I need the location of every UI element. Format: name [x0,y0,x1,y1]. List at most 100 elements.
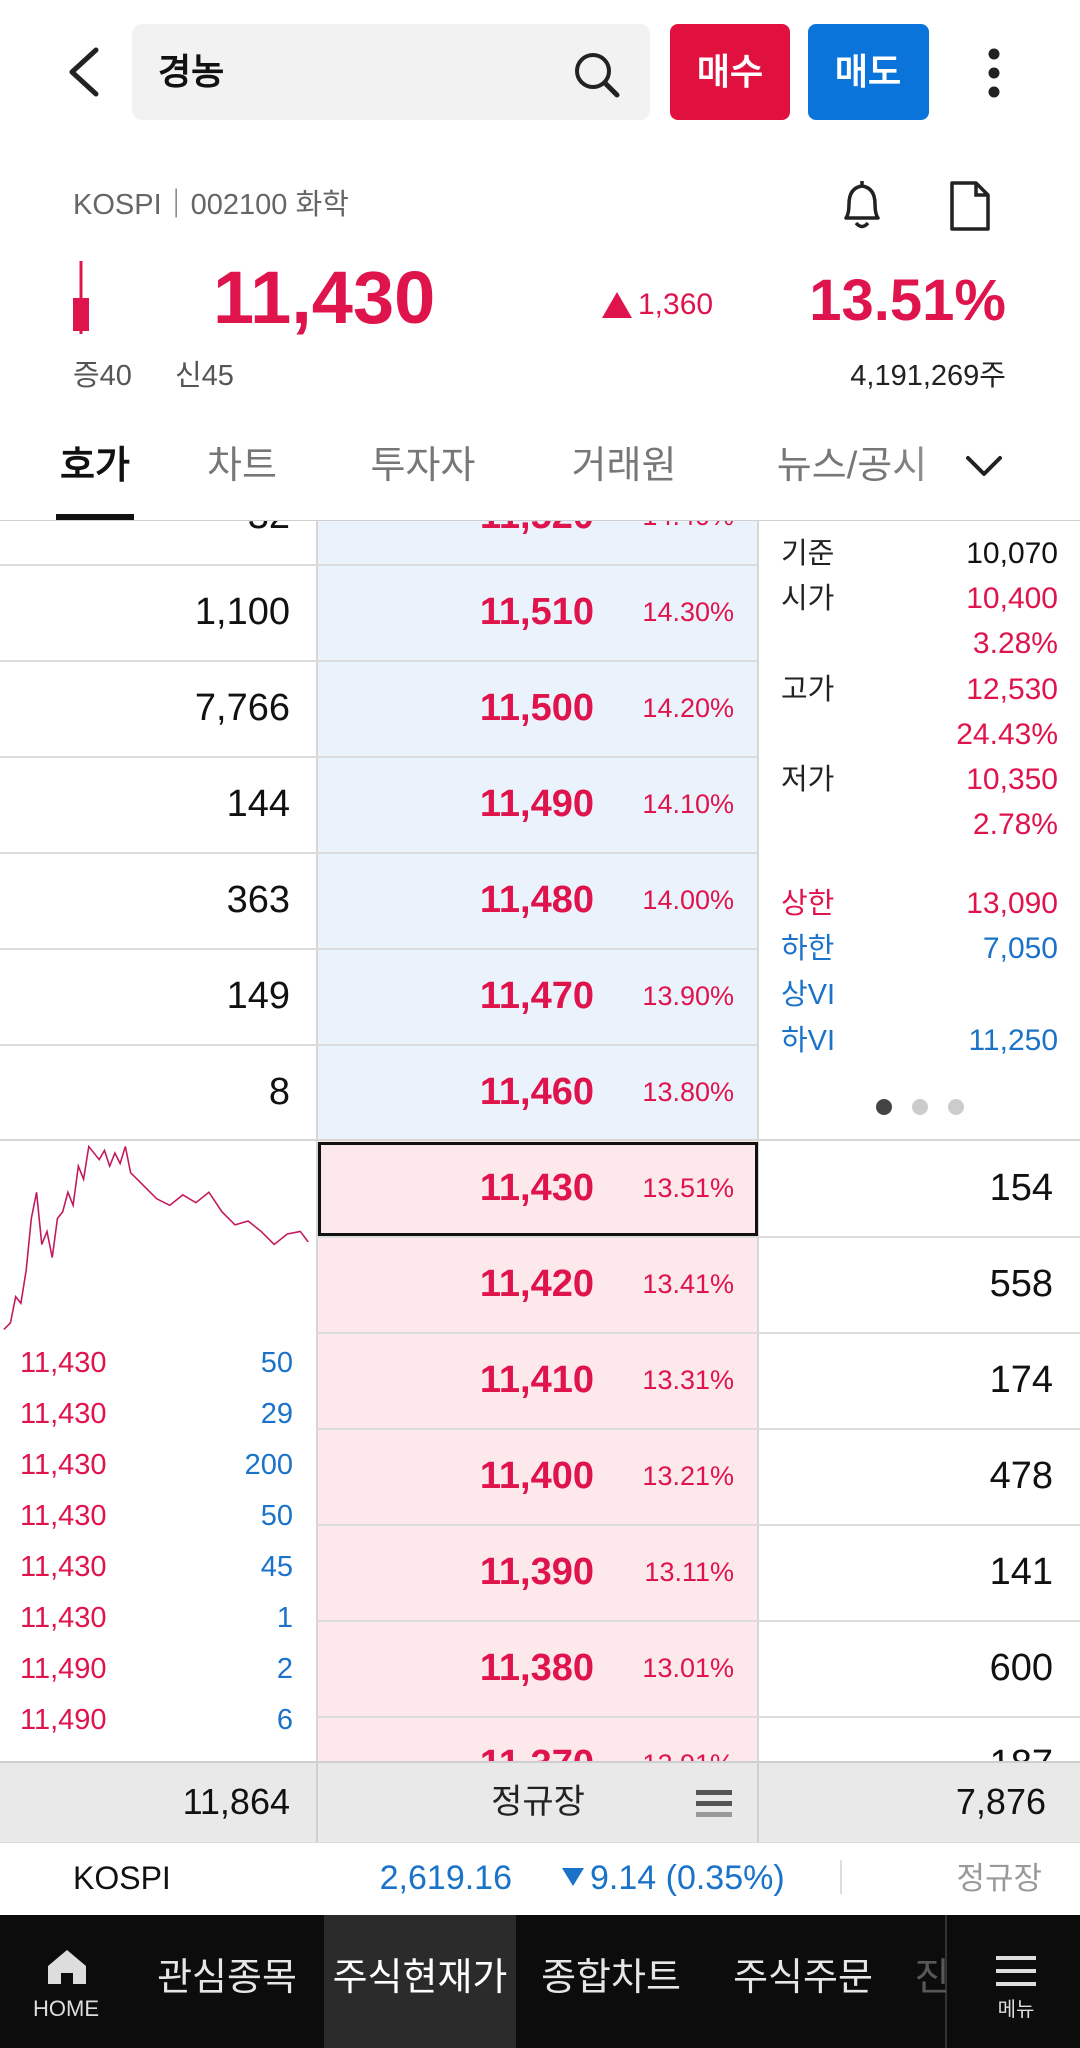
tab[interactable]: 뉴스/공시 [776,444,928,487]
index-session: 정규장 [956,1860,1042,1896]
current-price-highlight [318,1142,758,1236]
total-bid-volume: 7,876 [955,1781,1046,1822]
bid-price-column [317,1140,757,1761]
price-change: 1,360 [638,288,714,321]
ask-volume: 144 [226,782,290,825]
tab-indicator [56,514,134,520]
info-label: 상VI [781,978,836,1011]
info-value: 12,530 [966,673,1058,706]
trade-qty: 50 [260,1346,293,1379]
tabs-more[interactable] [962,450,1006,482]
info-label: 저가 [781,763,835,796]
page-dot [876,1099,892,1115]
ask-price: 11,460 [479,1070,594,1113]
change-rate: 13.51% [809,267,1006,333]
row-line [0,1044,757,1046]
row-line [0,564,757,566]
document-icon[interactable] [948,180,992,232]
ask-rate: 14.30% [642,597,734,627]
ask-price: 11,500 [479,686,594,729]
bid-rate: 13.01% [642,1653,734,1683]
ask-rate: 13.80% [642,1077,734,1107]
search-text[interactable]: 경농 [158,51,225,92]
buy-label[interactable]: 매수 [696,51,764,92]
nav-item[interactable]: 관심종목 [157,1956,297,1999]
nav-item[interactable]: 주식주문 [733,1956,873,1999]
down-triangle [562,1868,584,1886]
column-divider [316,521,318,1761]
ask-volume: 8 [268,1070,290,1113]
sell-label[interactable]: 매도 [834,51,902,92]
search-icon[interactable] [572,50,622,100]
divider [840,1860,842,1894]
ask-rate: 14.20% [642,693,734,723]
back-button[interactable] [60,44,110,100]
totals-bar [0,1761,1080,1842]
tab[interactable]: 차트 [207,444,277,487]
tab[interactable]: 거래원 [571,444,677,487]
ask-volume: 1,100 [194,590,290,633]
bid-price: 11,410 [479,1358,594,1401]
trade-price: 11,430 [20,1550,107,1583]
info-rate: 3.28% [972,627,1058,660]
bid-volume: 174 [989,1358,1053,1401]
market-code: KOSPI｜002100 화학 [73,188,349,221]
section-divider [0,1139,1080,1141]
trade-qty: 50 [260,1499,293,1532]
buy-button[interactable] [670,24,790,120]
ask-price: 11,510 [479,590,594,633]
bid-price: 11,430 [479,1166,594,1209]
bid-volume: 154 [989,1166,1053,1209]
candle-icon [73,261,89,334]
bid-volume: 187 [990,1738,1053,1762]
ask-volume: 7,766 [194,686,290,729]
nav-home[interactable]: HOME [33,1995,99,2021]
trade-price: 11,430 [20,1601,107,1634]
trade-qty: 200 [244,1448,293,1481]
row-line [317,1620,1080,1622]
search-box[interactable] [132,24,650,120]
alert-icon[interactable] [836,178,888,234]
info-label: 고가 [781,673,835,706]
info-value: 10,400 [966,582,1058,615]
row-line [317,1236,1080,1238]
trade-volume: 4,191,269주 [850,359,1006,392]
info-value: 10,350 [966,763,1058,796]
bid-price: 11,390 [479,1550,594,1593]
ask-rate: 14.00% [642,885,734,915]
ask-volume: 32 [248,521,290,543]
sell-button[interactable] [808,24,929,120]
nav-item[interactable]: 주식현재가 [332,1956,508,1999]
row-line [0,756,757,758]
menu-icon[interactable] [994,1954,1038,1990]
info-label: 하VI [781,1024,836,1057]
divider [945,1915,947,2048]
bottom-nav [0,1915,1080,2048]
nav-menu[interactable]: 메뉴 [997,1999,1035,2021]
bid-volume: 558 [989,1262,1053,1305]
bid-rate: 13.11% [644,1557,734,1587]
margin-rate: 증40 [73,359,132,392]
ask-price-column [317,521,757,1140]
bid-volume: 141 [989,1550,1053,1593]
ask-price: 11,490 [479,782,594,825]
tab[interactable]: 투자자 [370,444,476,487]
nav-item[interactable]: 진 [914,1956,950,1999]
index-name: KOSPI [73,1859,171,1896]
row-line [0,852,757,854]
tab[interactable]: 호가 [60,444,130,487]
order-book: 32 11,520 14.40% 1,100 11,510 14.30% 7,766 11,5… [0,521,1080,1761]
divider [316,1761,318,1842]
info-label: 하한 [781,932,835,965]
info-label: 시가 [781,582,835,615]
info-label: 상한 [781,887,835,920]
nav-item[interactable]: 종합차트 [541,1956,681,1999]
home-icon[interactable] [44,1946,90,1986]
session-menu-icon[interactable] [694,1786,734,1820]
bid-rate: 13.21% [642,1461,734,1491]
bid-rate: 13.51% [642,1173,734,1203]
more-menu[interactable] [980,44,1008,104]
intraday-chart [3,1144,309,1330]
info-value: 7,050 [982,932,1058,965]
